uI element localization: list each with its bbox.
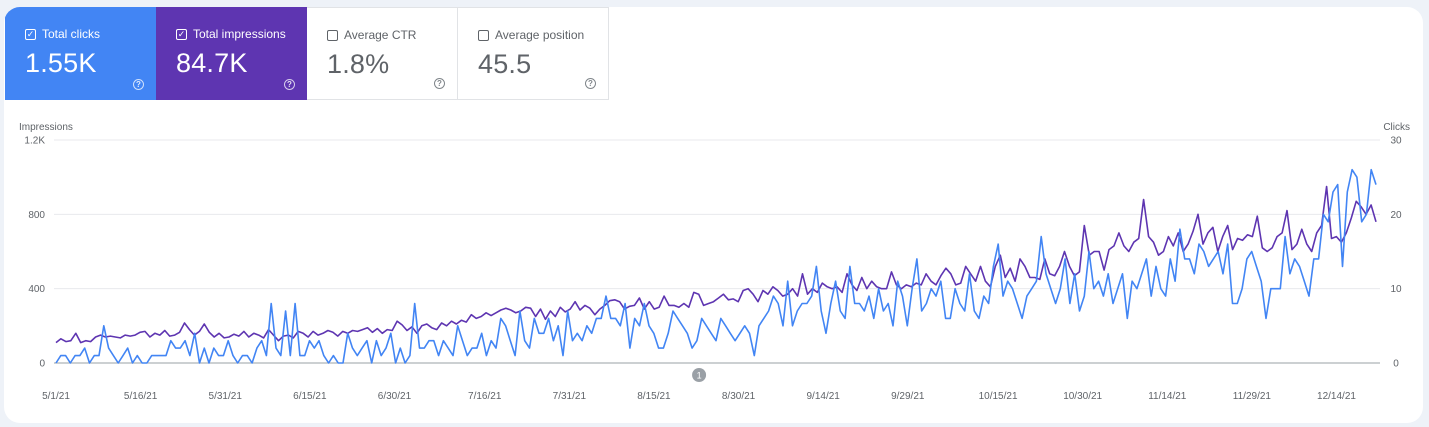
right-axis-tick-label: 0	[1393, 359, 1399, 370]
x-axis-tick-label: 8/30/21	[722, 391, 756, 402]
x-axis-tick-label: 8/15/21	[637, 391, 671, 402]
x-axis-tick-label: 7/16/21	[468, 391, 502, 402]
chart-lines	[55, 168, 1377, 364]
checkbox-checked-icon[interactable]: ✓	[25, 28, 36, 40]
checkbox-unchecked-icon[interactable]	[327, 29, 338, 41]
metric-label: Average position	[495, 28, 585, 42]
x-axis-tick-label: 6/15/21	[293, 391, 327, 402]
metric-card-average-position[interactable]: Average position 45.5 ?	[458, 7, 609, 100]
metric-label: Average CTR	[344, 28, 417, 42]
annotation-marker[interactable]: 1	[692, 368, 707, 382]
metric-label: Total impressions	[193, 27, 286, 41]
annotation-circle[interactable]	[692, 368, 707, 382]
metric-card-total-clicks[interactable]: ✓ Total clicks 1.55K ?	[5, 7, 156, 100]
x-axis-tick-label: 5/31/21	[209, 391, 243, 402]
x-axis-tick-label: 6/30/21	[378, 391, 412, 402]
checkbox-unchecked-icon[interactable]	[478, 29, 489, 41]
right-axis-title: Clicks	[1383, 122, 1410, 133]
series-line-impressions	[55, 185, 1377, 344]
metric-value: 1.8%	[327, 49, 390, 79]
metric-label: Total clicks	[42, 27, 101, 41]
left-axis-tick-label: 400	[28, 284, 45, 295]
help-icon[interactable]: ?	[434, 78, 445, 89]
annotation-label: 1	[697, 371, 702, 381]
help-icon[interactable]: ?	[585, 78, 596, 89]
right-axis-tick-label: 10	[1390, 284, 1402, 295]
x-axis-tick-label: 5/16/21	[124, 391, 158, 402]
left-axis-title: Impressions	[19, 122, 73, 133]
x-axis-ticks: 5/1/21 5/16/21 5/31/21 6/15/21 6/30/21 7/16/2…	[42, 391, 1356, 402]
checkbox-checked-icon[interactable]: ✓	[176, 28, 187, 40]
left-axis-tick-label: 1.2K	[24, 136, 45, 147]
performance-panel: ✓ Total clicks 1.55K ? ✓ Total impressio…	[4, 7, 1423, 423]
x-axis-tick-label: 11/29/21	[1233, 391, 1272, 402]
metric-value: 1.55K	[25, 48, 97, 78]
performance-chart: Impressions Clicks 0 400 800 1.2K 0 10 20 30 5…	[19, 122, 1410, 402]
x-axis-tick-label: 10/30/21	[1063, 391, 1102, 402]
metric-card-total-impressions[interactable]: ✓ Total impressions 84.7K ?	[156, 7, 307, 100]
x-axis-tick-label: 9/29/21	[891, 391, 925, 402]
metric-cards: ✓ Total clicks 1.55K ? ✓ Total impressio…	[5, 7, 609, 100]
left-axis-tick-label: 800	[28, 210, 45, 221]
x-axis-tick-label: 7/31/21	[553, 391, 587, 402]
x-axis-tick-label: 10/15/21	[979, 391, 1018, 402]
help-icon[interactable]: ?	[133, 79, 144, 90]
metric-value: 84.7K	[176, 48, 248, 78]
series-line-clicks	[55, 168, 1377, 364]
right-axis-ticks: 0 10 20 30	[1390, 136, 1402, 370]
metric-value: 45.5	[478, 49, 532, 79]
help-icon[interactable]: ?	[284, 79, 295, 90]
chart-grid	[54, 139, 1380, 364]
left-axis-ticks: 0 400 800 1.2K	[24, 136, 45, 370]
x-axis-tick-label: 9/14/21	[806, 391, 840, 402]
x-axis-tick-label: 11/14/21	[1148, 391, 1187, 402]
left-axis-tick-label: 0	[39, 359, 45, 370]
x-axis-tick-label: 12/14/21	[1317, 391, 1356, 402]
metric-card-average-ctr[interactable]: Average CTR 1.8% ?	[307, 7, 458, 100]
right-axis-tick-label: 20	[1390, 210, 1402, 221]
right-axis-tick-label: 30	[1390, 136, 1402, 147]
x-axis-tick-label: 5/1/21	[42, 391, 70, 402]
